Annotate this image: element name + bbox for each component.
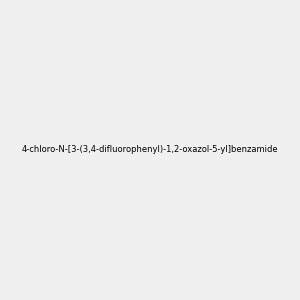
Text: 4-chloro-N-[3-(3,4-difluorophenyl)-1,2-oxazol-5-yl]benzamide: 4-chloro-N-[3-(3,4-difluorophenyl)-1,2-o…	[22, 146, 278, 154]
